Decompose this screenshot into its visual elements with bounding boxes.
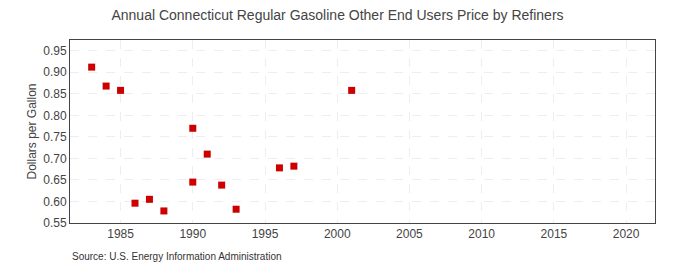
svg-text:0.95: 0.95	[43, 44, 67, 58]
svg-text:1995: 1995	[252, 227, 279, 241]
svg-text:Source: U.S. Energy Informatio: Source: U.S. Energy Information Administ…	[72, 251, 282, 262]
svg-text:0.55: 0.55	[43, 216, 67, 230]
svg-text:1985: 1985	[107, 227, 134, 241]
svg-text:Dollars per Gallon: Dollars per Gallon	[25, 83, 39, 179]
svg-text:0.70: 0.70	[43, 152, 67, 166]
svg-text:2000: 2000	[324, 227, 351, 241]
svg-text:0.75: 0.75	[43, 130, 67, 144]
svg-text:2010: 2010	[468, 227, 495, 241]
svg-text:0.60: 0.60	[43, 195, 67, 209]
svg-text:Annual Connecticut Regular Gas: Annual Connecticut Regular Gasoline Othe…	[111, 7, 563, 23]
svg-text:2020: 2020	[613, 227, 640, 241]
svg-text:1990: 1990	[179, 227, 206, 241]
svg-text:2005: 2005	[396, 227, 423, 241]
svg-text:0.85: 0.85	[43, 87, 67, 101]
svg-text:0.80: 0.80	[43, 109, 67, 123]
svg-text:2015: 2015	[541, 227, 568, 241]
svg-text:0.65: 0.65	[43, 173, 67, 187]
svg-text:0.90: 0.90	[43, 65, 67, 79]
